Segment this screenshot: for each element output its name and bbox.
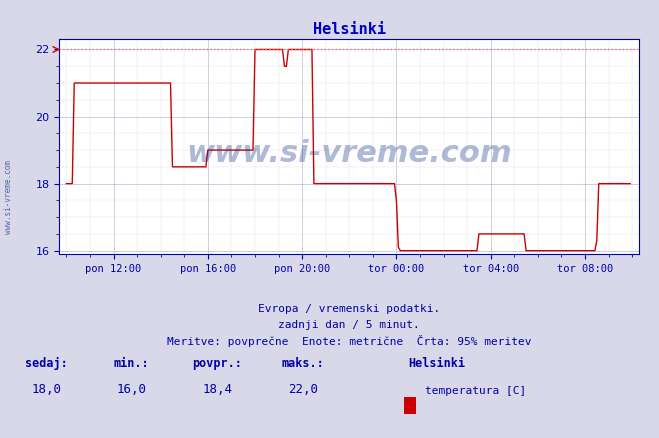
Text: www.si-vreme.com: www.si-vreme.com xyxy=(4,160,13,234)
Text: Evropa / vremenski podatki.: Evropa / vremenski podatki. xyxy=(258,304,440,314)
Text: 22,0: 22,0 xyxy=(288,383,318,396)
Title: Helsinki: Helsinki xyxy=(313,22,386,37)
Text: zadnji dan / 5 minut.: zadnji dan / 5 minut. xyxy=(278,320,420,330)
Text: www.si-vreme.com: www.si-vreme.com xyxy=(186,139,512,168)
Text: 16,0: 16,0 xyxy=(117,383,147,396)
Text: 18,4: 18,4 xyxy=(202,383,233,396)
Text: Meritve: povprečne  Enote: metrične  Črta: 95% meritev: Meritve: povprečne Enote: metrične Črta:… xyxy=(167,335,532,347)
Text: Helsinki: Helsinki xyxy=(409,357,465,370)
Text: temperatura [C]: temperatura [C] xyxy=(425,386,527,396)
Text: povpr.:: povpr.: xyxy=(192,357,243,370)
Text: maks.:: maks.: xyxy=(282,357,324,370)
Text: min.:: min.: xyxy=(114,357,150,370)
Text: 18,0: 18,0 xyxy=(31,383,61,396)
Text: sedaj:: sedaj: xyxy=(25,357,67,370)
